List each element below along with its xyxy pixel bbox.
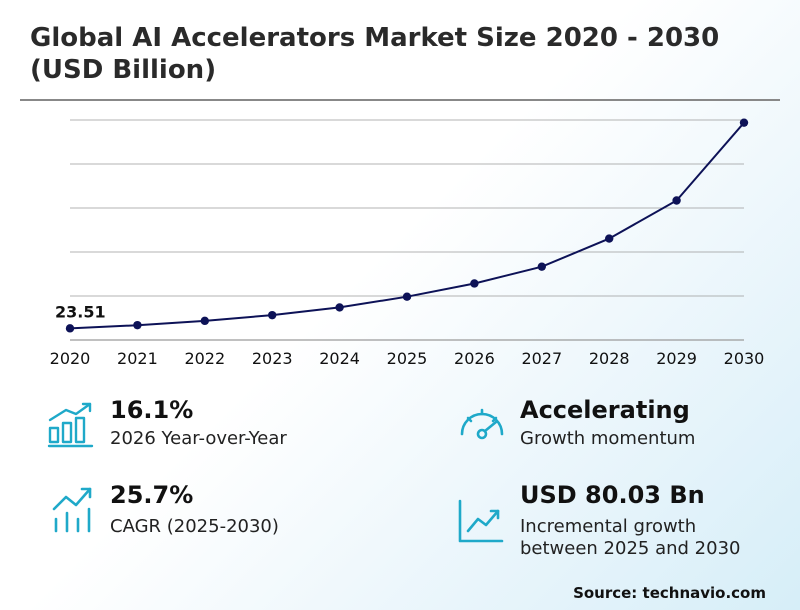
data-points <box>65 118 749 333</box>
x-tick-label: 2025 <box>387 349 428 368</box>
x-tick-label: 2021 <box>117 349 158 368</box>
x-tick-label: 2028 <box>589 349 630 368</box>
data-point <box>335 303 344 312</box>
x-tick-label: 2020 <box>50 349 91 368</box>
stat-incremental-value: USD 80.03 Bn <box>520 481 705 509</box>
data-point <box>65 324 75 333</box>
stat-momentum-desc: Growth momentum <box>520 428 696 449</box>
stat-yoy: 16.1% 2026 Year-over-Year <box>46 396 386 458</box>
data-point <box>200 316 209 326</box>
gridlines <box>70 119 744 341</box>
data-point <box>605 234 614 243</box>
line-chart-up-icon <box>458 499 504 543</box>
stat-yoy-value: 16.1% <box>110 396 194 424</box>
x-tick-label: 2029 <box>656 349 697 368</box>
stat-momentum: Accelerating Growth momentum <box>456 396 776 458</box>
data-point <box>268 310 277 320</box>
stat-yoy-desc: 2026 Year-over-Year <box>110 428 287 449</box>
title-divider <box>20 99 780 101</box>
data-point <box>739 118 749 127</box>
trend-bars-icon <box>52 487 92 533</box>
data-point <box>672 196 681 205</box>
stat-cagr-value: 25.7% <box>110 481 194 509</box>
data-point <box>133 320 142 330</box>
stat-cagr: 25.7% CAGR (2025-2030) <box>50 481 390 541</box>
data-point <box>470 279 479 288</box>
bar-chart-growth-icon <box>47 402 94 448</box>
stat-incremental-desc-line1: Incremental growth <box>520 516 697 537</box>
chart-title: Global AI Accelerators Market Size 2020 … <box>30 23 720 85</box>
stat-cagr-desc: CAGR (2025-2030) <box>110 516 279 537</box>
x-tick-label: 2022 <box>184 349 225 368</box>
stat-incremental: USD 80.03 Bn Incremental growth between … <box>456 481 786 571</box>
annotations: 23.51 <box>55 302 106 321</box>
line-chart: 2020 2021 2022 2023 2024 2025 2026 2027 2028 2029… <box>50 118 765 368</box>
x-axis-labels: 2020 2021 2022 2023 2024 2025 2026 2027 2028 2029… <box>50 349 765 368</box>
data-label: 23.51 <box>55 302 106 321</box>
data-point <box>402 292 412 301</box>
x-tick-label: 2023 <box>252 349 293 368</box>
x-tick-label: 2030 <box>724 349 765 368</box>
x-tick-label: 2026 <box>454 349 495 368</box>
data-point <box>537 262 546 271</box>
x-tick-label: 2027 <box>521 349 562 368</box>
speedometer-icon <box>460 408 504 440</box>
source-credit: Source: technavio.com <box>573 584 766 602</box>
x-tick-label: 2024 <box>319 349 360 368</box>
stat-momentum-value: Accelerating <box>520 396 690 424</box>
stat-incremental-desc-line2: between 2025 and 2030 <box>520 538 741 559</box>
